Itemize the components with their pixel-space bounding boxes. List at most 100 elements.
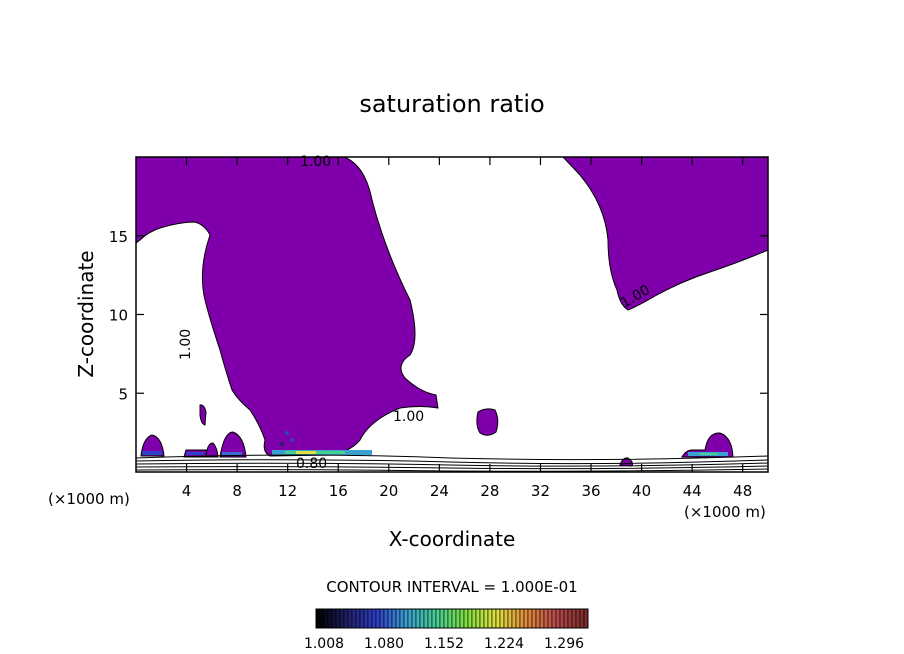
- cloud-3: [205, 442, 219, 458]
- x-tick-label: 28: [480, 482, 499, 500]
- colorbar-swatch: [547, 608, 553, 629]
- colorbar-swatch: [531, 608, 537, 629]
- colorbar-tick-label: 1.296: [544, 636, 584, 652]
- x-tick-label: 12: [278, 482, 297, 500]
- colorbar-swatch: [327, 608, 333, 629]
- colorbar-swatch: [579, 608, 585, 629]
- colorbar-swatch: [435, 608, 441, 629]
- colorbar-swatch: [571, 608, 577, 629]
- y-tick-label: 15: [109, 228, 128, 246]
- colorbar-tick-labels: 1.008 1.080 1.152 1.224 1.296: [304, 636, 584, 652]
- colorbar-swatch: [407, 608, 413, 629]
- core-5b: [700, 453, 718, 455]
- colorbar-swatch: [319, 608, 325, 629]
- colorbar-swatch: [427, 608, 433, 629]
- core-1: [142, 451, 162, 455]
- colorbar-swatch: [347, 608, 353, 629]
- colorbar-swatch: [339, 608, 345, 629]
- colorbar-swatch: [559, 608, 565, 629]
- colorbar-swatch: [343, 608, 349, 629]
- colorbar-swatch: [387, 608, 393, 629]
- colorbar-swatch: [439, 608, 445, 629]
- contour-label: 0.80: [296, 456, 327, 472]
- x-tick-label: 8: [232, 482, 242, 500]
- colorbar-swatch: [463, 608, 469, 629]
- x-tick-label: 32: [531, 482, 550, 500]
- colorbar-swatch: [471, 608, 477, 629]
- x-tick-label: 20: [379, 482, 398, 500]
- colorbar-swatch: [411, 608, 417, 629]
- core-dot-1: [285, 431, 289, 435]
- colorbar-swatch: [575, 608, 581, 629]
- colorbar-swatch: [359, 608, 365, 629]
- colorbar-swatch: [351, 608, 357, 629]
- colorbar-swatch: [375, 608, 381, 629]
- x-axis-ticks: 4 8 12 16 20 24 28 32 36 40 44 48: [182, 157, 752, 500]
- colorbar-swatch: [467, 608, 473, 629]
- x-tick-label: 4: [182, 482, 192, 500]
- colorbar-swatch: [367, 608, 373, 629]
- colorbar-swatch: [423, 608, 429, 629]
- core-dot-2: [290, 438, 294, 442]
- cloud-4: [219, 431, 247, 458]
- x-tick-label: 40: [632, 482, 651, 500]
- colorbar-swatch: [403, 608, 409, 629]
- colorbar-swatch: [335, 608, 341, 629]
- colorbar-swatch: [563, 608, 569, 629]
- colorbar-swatch: [503, 608, 509, 629]
- colorbar-swatch: [583, 608, 589, 629]
- core-dot-3: [280, 442, 284, 446]
- core-3: [222, 452, 242, 455]
- x-unit-right: (×1000 m): [684, 503, 766, 521]
- colorbar-swatch: [539, 608, 545, 629]
- colorbar-swatch: [383, 608, 389, 629]
- colorbar-swatch: [475, 608, 481, 629]
- colorbar-tick-label: 1.224: [484, 636, 524, 652]
- chart-title: saturation ratio: [359, 90, 544, 118]
- colorbar-swatch: [515, 608, 521, 629]
- colorbar-swatch: [443, 608, 449, 629]
- x-tick-label: 44: [683, 482, 702, 500]
- x-tick-label: 16: [329, 482, 348, 500]
- colorbar-swatch: [379, 608, 385, 629]
- core-main-c: [296, 451, 316, 454]
- contour-label: 1.00: [178, 329, 194, 360]
- colorbar-swatch: [491, 608, 497, 629]
- colorbar-swatch: [391, 608, 397, 629]
- colorbar-swatch: [315, 608, 321, 629]
- x-unit-left: (×1000 m): [48, 490, 130, 508]
- colorbar-swatch: [363, 608, 369, 629]
- colorbar-swatch: [479, 608, 485, 629]
- cloud-6: [619, 457, 633, 467]
- colorbar-tick-label: 1.080: [364, 636, 404, 652]
- colorbar-swatch: [323, 608, 329, 629]
- core-2: [186, 452, 204, 455]
- y-axis-label: Z-coordinate: [74, 250, 98, 377]
- y-tick-label: 10: [109, 307, 128, 325]
- blob-28: [476, 408, 499, 436]
- colorbar-swatch: [415, 608, 421, 629]
- colorbar-tick-label: 1.008: [304, 636, 344, 652]
- colorbar-swatch: [447, 608, 453, 629]
- colorbar-swatch: [499, 608, 505, 629]
- colorbar-swatch: [535, 608, 541, 629]
- colorbar-swatch: [543, 608, 549, 629]
- colorbar-swatch: [431, 608, 437, 629]
- colorbar-swatch: [331, 608, 337, 629]
- x-axis-label: X-coordinate: [389, 527, 516, 551]
- colorbar-swatch: [551, 608, 557, 629]
- colorbar-frame: [315, 608, 589, 629]
- x-tick-label: 36: [581, 482, 600, 500]
- colorbar-swatch: [371, 608, 377, 629]
- colorbar-swatch: [451, 608, 457, 629]
- filled-regions: [135, 156, 769, 467]
- colorbar-swatch: [455, 608, 461, 629]
- colorbar: [315, 608, 589, 629]
- plume-main: [135, 156, 439, 457]
- colorbar-swatch: [519, 608, 525, 629]
- y-tick-label: 5: [118, 385, 128, 403]
- colorbar-swatch: [483, 608, 489, 629]
- colorbar-swatch: [487, 608, 493, 629]
- colorbar-swatch: [355, 608, 361, 629]
